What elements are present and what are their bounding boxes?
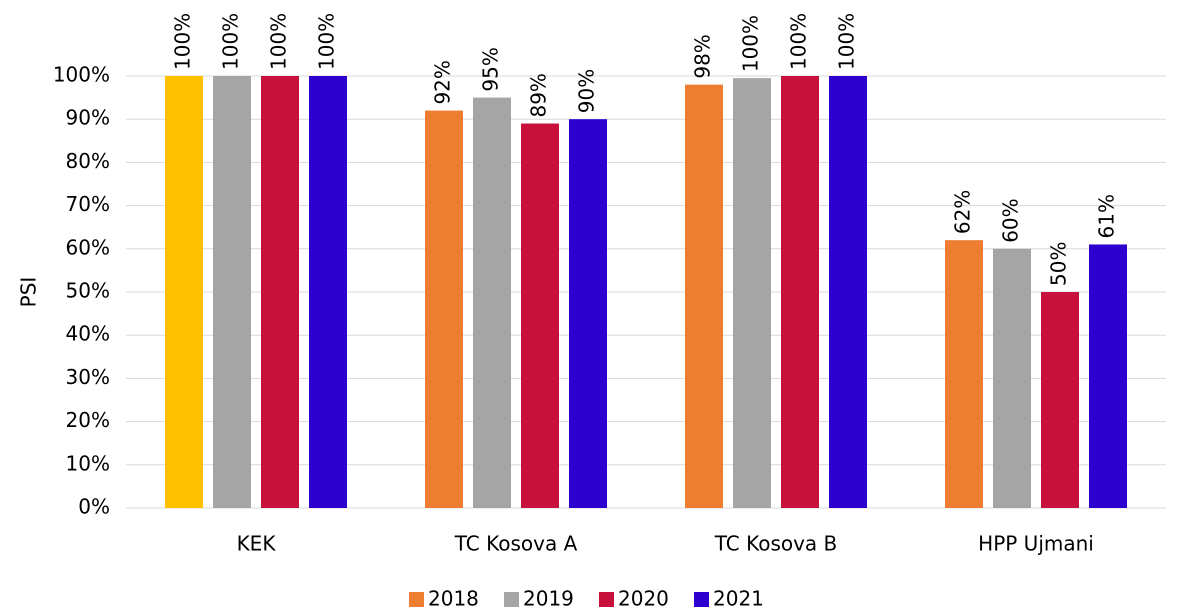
y-tick-label: 80% xyxy=(66,149,110,173)
y-axis-label: PSI xyxy=(17,277,41,308)
data-label: 60% xyxy=(999,198,1023,242)
y-tick-label: 10% xyxy=(66,451,110,475)
y-tick-label: 50% xyxy=(66,279,110,303)
data-label: 95% xyxy=(479,47,503,91)
legend-swatch xyxy=(694,592,709,607)
x-tick-label: KEK xyxy=(237,532,277,556)
data-label: 100% xyxy=(787,13,811,70)
bar xyxy=(165,76,203,508)
x-tick-label: HPP Ujmani xyxy=(978,532,1094,556)
data-label: 98% xyxy=(691,34,715,78)
legend-label: 2020 xyxy=(618,587,669,611)
bar xyxy=(829,76,867,508)
bar xyxy=(1041,292,1079,508)
x-tick-label: TC Kosova B xyxy=(714,532,838,556)
y-tick-label: 70% xyxy=(66,192,110,216)
bar xyxy=(261,76,299,508)
legend-swatch xyxy=(409,592,424,607)
bar xyxy=(521,123,559,509)
bar xyxy=(425,110,463,508)
legend-swatch xyxy=(504,592,519,607)
y-tick-label: 60% xyxy=(66,235,110,259)
data-label: 90% xyxy=(575,69,599,113)
y-tick-label: 100% xyxy=(53,63,110,87)
y-tick-label: 40% xyxy=(66,322,110,346)
y-tick-label: 20% xyxy=(66,408,110,432)
bar xyxy=(993,248,1031,509)
legend-label: 2018 xyxy=(428,587,479,611)
data-label: 50% xyxy=(1047,242,1071,286)
x-tick-label: TC Kosova A xyxy=(454,532,578,556)
legend-label: 2021 xyxy=(713,587,764,611)
bar xyxy=(213,76,251,508)
bar xyxy=(685,84,723,508)
data-label: 100% xyxy=(315,13,339,70)
bar xyxy=(733,78,771,508)
data-label: 100% xyxy=(267,13,291,70)
y-tick-label: 90% xyxy=(66,106,110,130)
data-label: 92% xyxy=(431,60,455,104)
legend-swatch xyxy=(599,592,614,607)
bar xyxy=(309,76,347,508)
bar xyxy=(1089,244,1127,509)
data-label: 100% xyxy=(739,15,763,72)
bar xyxy=(569,119,607,508)
data-label: 61% xyxy=(1095,194,1119,238)
bar xyxy=(945,240,983,508)
legend-label: 2019 xyxy=(523,587,574,611)
data-label: 100% xyxy=(171,13,195,70)
data-label: 89% xyxy=(527,73,551,117)
data-label: 62% xyxy=(951,190,975,234)
bar xyxy=(473,97,511,508)
bar xyxy=(781,76,819,508)
data-label: 100% xyxy=(219,13,243,70)
y-tick-label: 0% xyxy=(78,495,110,519)
y-tick-label: 30% xyxy=(66,365,110,389)
data-label: 100% xyxy=(835,13,859,70)
